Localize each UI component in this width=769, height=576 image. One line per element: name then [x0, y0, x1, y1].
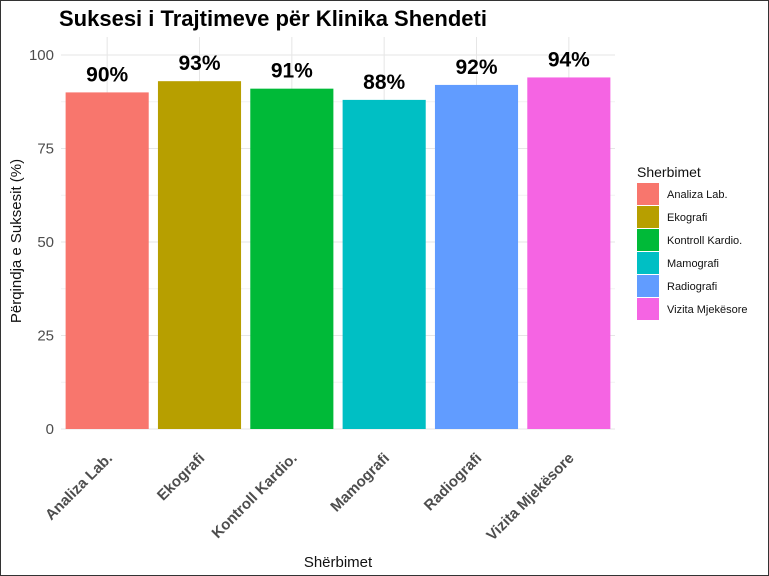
x-tick-label: Vizita Mjekësore: [483, 450, 577, 544]
bar-value-label: 91%: [271, 60, 313, 83]
legend-swatch: [637, 206, 659, 228]
legend-swatch: [637, 252, 659, 274]
legend-label: Kontroll Kardio.: [667, 235, 742, 247]
y-tick-label: 75: [37, 141, 54, 158]
chart-title: Suksesi i Trajtimeve për Klinika Shendet…: [59, 6, 487, 31]
bars-layer: [65, 77, 611, 430]
y-axis: 0 25 50 75 100: [29, 47, 54, 438]
x-tick-label: Ekografi: [154, 450, 208, 504]
x-tick-label: Radiografi: [421, 450, 485, 514]
x-tick-label: Kontroll Kardio.: [209, 450, 301, 542]
legend: Analiza Lab. Ekografi Kontroll Kardio. Mamo…: [637, 183, 748, 320]
bar: [65, 92, 149, 430]
bar: [527, 77, 611, 429]
y-tick-label: 100: [29, 47, 54, 64]
legend-swatch: [637, 275, 659, 297]
x-tick-label: Mamografi: [327, 450, 393, 516]
legend-title: Sherbimet: [637, 164, 701, 180]
data-labels-layer: 90% 93% 91% 88% 92% 94%: [86, 48, 590, 93]
bar: [157, 81, 242, 430]
x-tick-label: Analiza Lab.: [42, 450, 116, 524]
bar-value-label: 92%: [455, 56, 497, 79]
legend-swatch: [637, 183, 659, 205]
legend-label: Ekografi: [667, 212, 707, 224]
bar-value-label: 93%: [178, 52, 220, 75]
legend-label: Analiza Lab.: [667, 189, 728, 201]
bar-value-label: 88%: [363, 71, 405, 94]
bar-value-label: 94%: [548, 48, 590, 71]
bar-value-label: 90%: [86, 63, 128, 86]
bar: [434, 84, 519, 430]
bar: [342, 99, 426, 429]
x-axis-title: Shërbimet: [304, 554, 373, 571]
bar: [250, 88, 334, 429]
legend-swatch: [637, 229, 659, 251]
y-tick-label: 25: [37, 328, 54, 345]
legend-label: Vizita Mjekësore: [667, 304, 748, 316]
y-tick-label: 50: [37, 234, 54, 251]
y-axis-title: Përqindja e Suksesit (%): [8, 159, 25, 323]
legend-label: Mamografi: [667, 258, 719, 270]
x-axis: Analiza Lab. Ekografi Kontroll Kardio. Mamo…: [42, 450, 578, 544]
legend-label: Radiografi: [667, 281, 717, 293]
y-tick-label: 0: [46, 421, 54, 438]
legend-swatch: [637, 298, 659, 320]
